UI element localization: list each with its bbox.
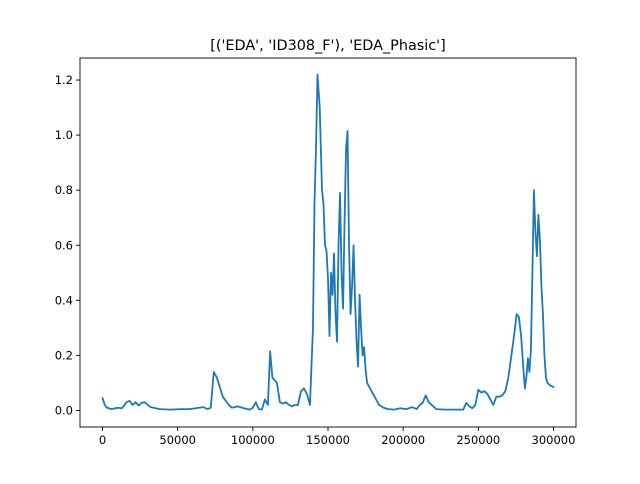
y-tick-label: 1.2 — [55, 73, 73, 87]
y-tick-label: 0.4 — [55, 293, 73, 307]
series-line-0 — [101, 73, 555, 411]
y-tick-label: 1.0 — [55, 128, 73, 142]
y-tick-label: 0.0 — [55, 403, 73, 417]
y-tick-label: 0.6 — [55, 238, 73, 252]
chart-title: [('EDA', 'ID308_F'), 'EDA_Phasic'] — [210, 38, 446, 54]
x-tick-label: 200000 — [381, 433, 425, 447]
x-tick-label: 250000 — [456, 433, 500, 447]
plot-area: 0 50000 100000 150000 200000 250000 300000 0.0 0… — [55, 57, 577, 447]
x-tick-label: 100000 — [231, 433, 275, 447]
x-tick-label: 300000 — [532, 433, 576, 447]
y-tick-label: 0.8 — [55, 183, 73, 197]
x-tick-label: 0 — [99, 433, 106, 447]
y-tick-label: 0.2 — [55, 348, 73, 362]
x-tick-label: 50000 — [159, 433, 196, 447]
x-tick-label: 150000 — [306, 433, 350, 447]
